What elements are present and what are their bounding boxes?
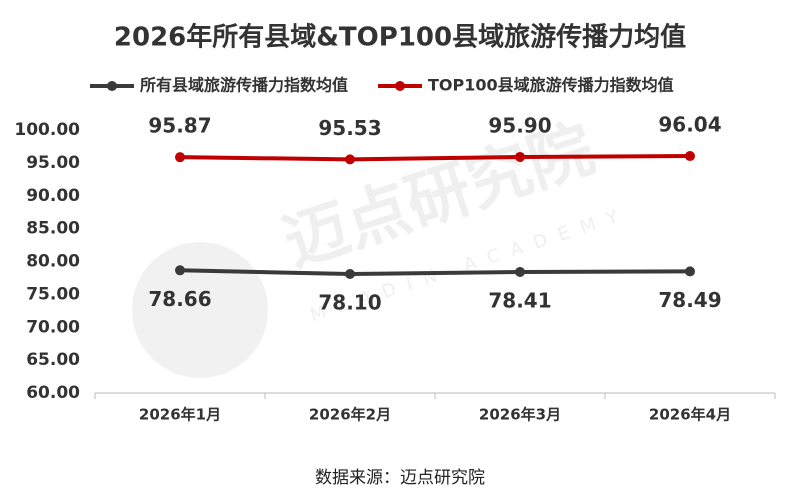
data-point xyxy=(515,151,525,162)
watermark-logo xyxy=(132,242,268,378)
y-tick-label: 85.00 xyxy=(26,219,80,239)
legend-marker xyxy=(107,81,117,91)
series-line xyxy=(179,154,691,162)
legend-label: 所有县域旅游传播力指数均值 xyxy=(140,76,348,95)
data-point xyxy=(175,152,185,163)
y-tick-label: 100.00 xyxy=(14,120,80,140)
data-label: 95.87 xyxy=(148,114,211,138)
series-line xyxy=(179,268,691,276)
chart-title: 2026年所有县域&TOP100县域旅游传播力均值 xyxy=(114,22,686,53)
data-point xyxy=(345,154,355,165)
data-label: 78.49 xyxy=(658,288,721,312)
x-tick-label: 2026年1月 xyxy=(139,406,221,424)
data-label: 78.41 xyxy=(488,288,551,312)
source-note: 数据来源：迈点研究院 xyxy=(315,468,485,488)
watermark-group: 迈点研究院 MEADIN ACADEMY xyxy=(132,112,632,378)
legend-marker xyxy=(395,81,406,91)
data-label: 96.04 xyxy=(658,113,721,137)
data-point xyxy=(175,265,185,276)
y-tick-label: 90.00 xyxy=(26,186,80,206)
y-tick-label: 75.00 xyxy=(26,284,80,304)
data-point xyxy=(345,268,355,279)
y-tick-label: 80.00 xyxy=(26,252,80,272)
x-tick-label: 2026年2月 xyxy=(309,406,391,424)
data-point xyxy=(515,266,525,277)
x-tick-label: 2026年3月 xyxy=(479,406,561,424)
y-tick-label: 65.00 xyxy=(26,350,80,370)
data-label: 95.53 xyxy=(318,116,381,140)
y-tick-label: 95.00 xyxy=(26,153,80,173)
data-point xyxy=(685,266,695,277)
data-label: 78.10 xyxy=(318,290,381,314)
data-label: 95.90 xyxy=(488,113,551,137)
y-tick-label: 70.00 xyxy=(26,317,80,337)
legend-label: TOP100县域旅游传播力指数均值 xyxy=(428,76,674,95)
y-tick-label: 60.00 xyxy=(26,383,80,403)
x-tick-label: 2026年4月 xyxy=(649,406,731,424)
data-label: 78.66 xyxy=(148,287,211,311)
data-point xyxy=(685,151,695,162)
